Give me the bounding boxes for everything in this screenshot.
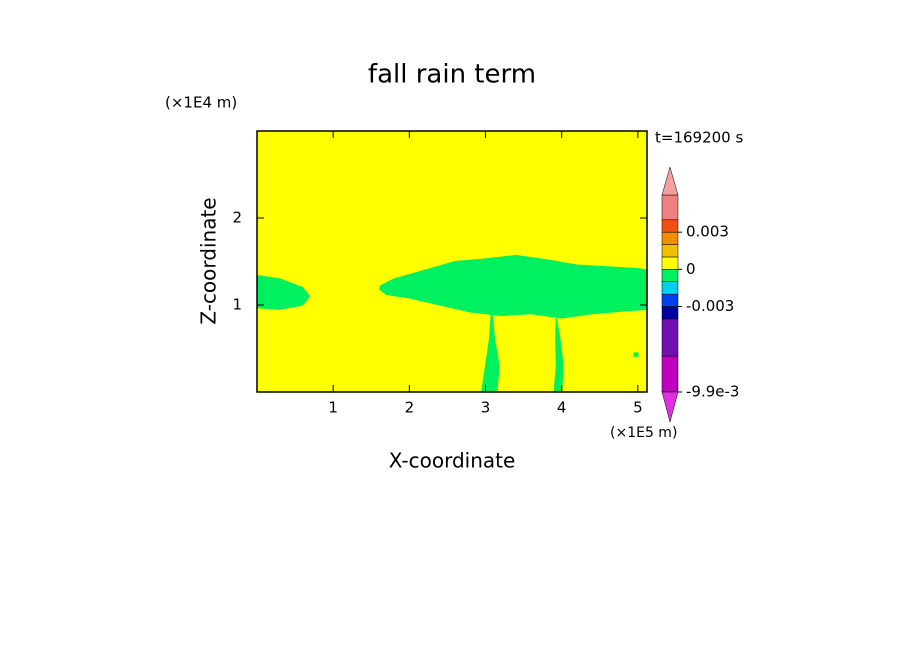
colorbar-tick-label: -0.003 bbox=[686, 297, 734, 315]
y-tick-label: 2 bbox=[232, 209, 242, 227]
x-unit: (×1E5 m) bbox=[610, 425, 677, 441]
plot-frame bbox=[256, 130, 648, 393]
contour-region bbox=[256, 274, 311, 310]
field-background bbox=[257, 131, 647, 392]
contour-region bbox=[633, 352, 639, 357]
colorbar-tick-label: 0.003 bbox=[686, 223, 729, 241]
colorbar-block bbox=[661, 219, 679, 233]
colorbar-block bbox=[661, 355, 679, 393]
colorbar-tick-label: 0 bbox=[686, 260, 696, 278]
colorbar-under bbox=[661, 391, 679, 423]
colorbar-over bbox=[661, 166, 679, 196]
colorbar-block bbox=[661, 194, 679, 221]
colorbar-block bbox=[661, 231, 679, 245]
colorbar-block bbox=[661, 318, 679, 357]
colorbar-block bbox=[661, 293, 679, 307]
colorbar-block bbox=[661, 281, 679, 295]
colorbar-tick-label: -9.9e-3 bbox=[686, 383, 739, 401]
colorbar-block bbox=[661, 244, 679, 258]
x-tick-label: 2 bbox=[405, 399, 415, 417]
y-axis-title: Z-coordinate bbox=[197, 197, 221, 324]
colorbar-block bbox=[661, 256, 679, 270]
x-tick-label: 5 bbox=[633, 399, 643, 417]
chart-title: fall rain term bbox=[368, 60, 536, 90]
y-tick-label: 1 bbox=[232, 296, 242, 314]
colorbar-block bbox=[661, 269, 679, 282]
colorbar-block bbox=[661, 306, 679, 320]
x-tick-label: 1 bbox=[328, 399, 338, 417]
x-axis-title: X-coordinate bbox=[389, 449, 516, 473]
x-tick-label: 4 bbox=[557, 399, 567, 417]
x-tick-label: 3 bbox=[481, 399, 491, 417]
y-unit: (×1E4 m) bbox=[165, 94, 237, 112]
time-label: t=169200 s bbox=[655, 129, 743, 147]
